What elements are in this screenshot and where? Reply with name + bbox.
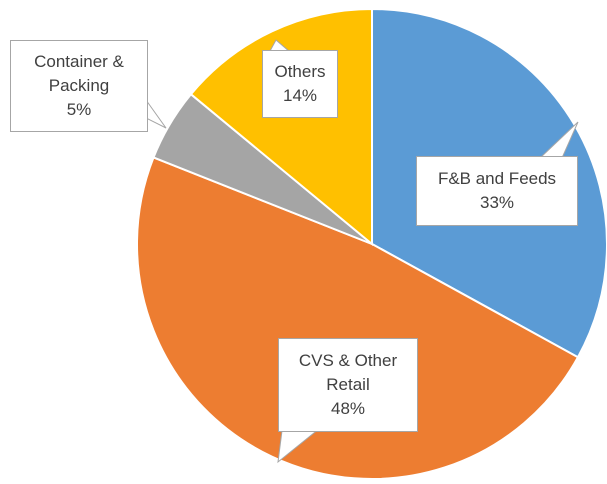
data-label: Others 14% bbox=[262, 50, 338, 118]
data-label: CVS & Other Retail 48% bbox=[278, 338, 418, 432]
category-label: F&B and Feeds bbox=[437, 169, 557, 188]
value-label: 5% bbox=[66, 100, 92, 119]
slice bbox=[136, 156, 580, 480]
data-label: Container & Packing 5% bbox=[10, 40, 148, 132]
value-label: 48% bbox=[330, 399, 366, 418]
value-label: 14% bbox=[282, 86, 318, 105]
data-label: F&B and Feeds 33% bbox=[416, 156, 578, 226]
category-label: Others bbox=[274, 62, 326, 81]
pointer bbox=[145, 98, 167, 129]
category-label: CVS & Other Retail bbox=[298, 351, 398, 394]
category-label: Container & Packing bbox=[34, 52, 124, 95]
value-label: 33% bbox=[479, 193, 515, 212]
